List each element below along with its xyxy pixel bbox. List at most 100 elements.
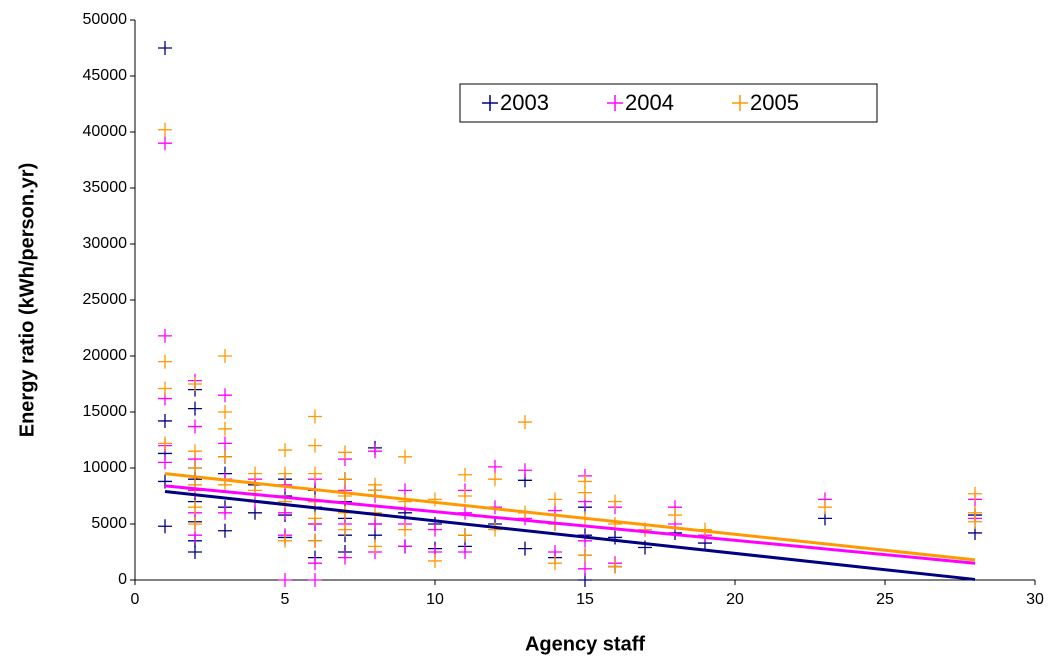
point — [218, 349, 232, 363]
legend-marker — [482, 95, 498, 111]
point — [278, 466, 292, 481]
point — [308, 409, 322, 424]
point — [338, 550, 352, 565]
y-tick-label: 30000 — [83, 235, 128, 252]
point — [608, 530, 622, 545]
point — [488, 522, 502, 537]
point — [338, 445, 352, 460]
point — [158, 41, 172, 55]
point — [968, 514, 982, 529]
point — [428, 553, 442, 568]
y-tick-label: 50000 — [83, 11, 128, 28]
legend-label: 2005 — [750, 90, 799, 115]
point — [608, 494, 622, 509]
point — [188, 419, 202, 434]
y-tick-label: 40000 — [83, 123, 128, 140]
point — [458, 545, 472, 559]
x-tick-label: 25 — [876, 591, 894, 608]
x-tick-label: 15 — [576, 591, 594, 608]
point — [218, 436, 232, 451]
point — [488, 459, 502, 474]
point — [188, 401, 202, 416]
point — [608, 559, 622, 574]
point — [218, 405, 232, 419]
point — [218, 505, 232, 520]
point — [158, 436, 172, 451]
point — [488, 472, 502, 487]
point — [458, 528, 472, 543]
trend-line — [164, 490, 976, 581]
y-tick-label: 25000 — [83, 291, 128, 308]
point — [398, 539, 412, 554]
point — [218, 449, 232, 464]
x-tick-label: 30 — [1026, 591, 1044, 608]
point — [278, 573, 292, 587]
y-axis-title: Energy ratio (kWh/person.yr) — [16, 163, 38, 438]
legend-box — [459, 83, 878, 123]
x-axis-title: Agency staff — [525, 633, 645, 655]
point — [218, 523, 232, 538]
point — [668, 508, 682, 523]
point — [548, 556, 562, 571]
point — [308, 556, 322, 571]
y-tick-label: 5000 — [91, 515, 127, 532]
point — [308, 573, 322, 587]
legend-marker — [607, 95, 623, 111]
point — [548, 492, 562, 507]
point — [158, 122, 172, 137]
point — [308, 466, 322, 481]
legend-label: 2003 — [500, 90, 549, 115]
x-tick-label: 20 — [726, 591, 744, 608]
point — [368, 539, 382, 554]
point — [578, 485, 592, 500]
point — [158, 136, 172, 151]
point — [578, 561, 592, 576]
y-tick-label: 0 — [118, 571, 127, 588]
x-tick-label: 0 — [131, 591, 140, 608]
point — [158, 328, 172, 343]
point — [158, 455, 172, 470]
point — [188, 444, 202, 459]
x-tick-label: 10 — [426, 591, 444, 608]
point — [278, 533, 292, 548]
point — [578, 548, 592, 563]
legend-marker — [732, 95, 748, 111]
point — [428, 492, 442, 507]
point — [428, 522, 442, 537]
point — [818, 500, 832, 515]
point — [188, 517, 202, 531]
point — [458, 467, 472, 482]
point — [368, 444, 382, 459]
point — [158, 381, 172, 396]
point — [398, 494, 412, 509]
point — [308, 533, 322, 548]
point — [188, 545, 202, 559]
trend-line — [164, 484, 976, 565]
point — [188, 500, 202, 515]
point — [218, 388, 232, 403]
point — [338, 522, 352, 537]
point — [458, 489, 472, 503]
y-tick-label: 10000 — [83, 459, 128, 476]
point — [308, 438, 322, 453]
point — [218, 421, 232, 436]
trend-line — [164, 472, 976, 562]
y-tick-label: 20000 — [83, 347, 128, 364]
point — [188, 377, 202, 391]
point — [278, 443, 292, 458]
point — [398, 449, 412, 464]
y-tick-label: 45000 — [83, 67, 128, 84]
point — [158, 519, 172, 534]
point — [398, 522, 412, 537]
point — [518, 463, 532, 478]
point — [968, 486, 982, 501]
point — [518, 415, 532, 430]
y-tick-label: 15000 — [83, 403, 128, 420]
point — [248, 466, 262, 481]
point — [338, 472, 352, 487]
point — [518, 541, 532, 556]
point — [158, 413, 172, 428]
point — [188, 461, 202, 475]
